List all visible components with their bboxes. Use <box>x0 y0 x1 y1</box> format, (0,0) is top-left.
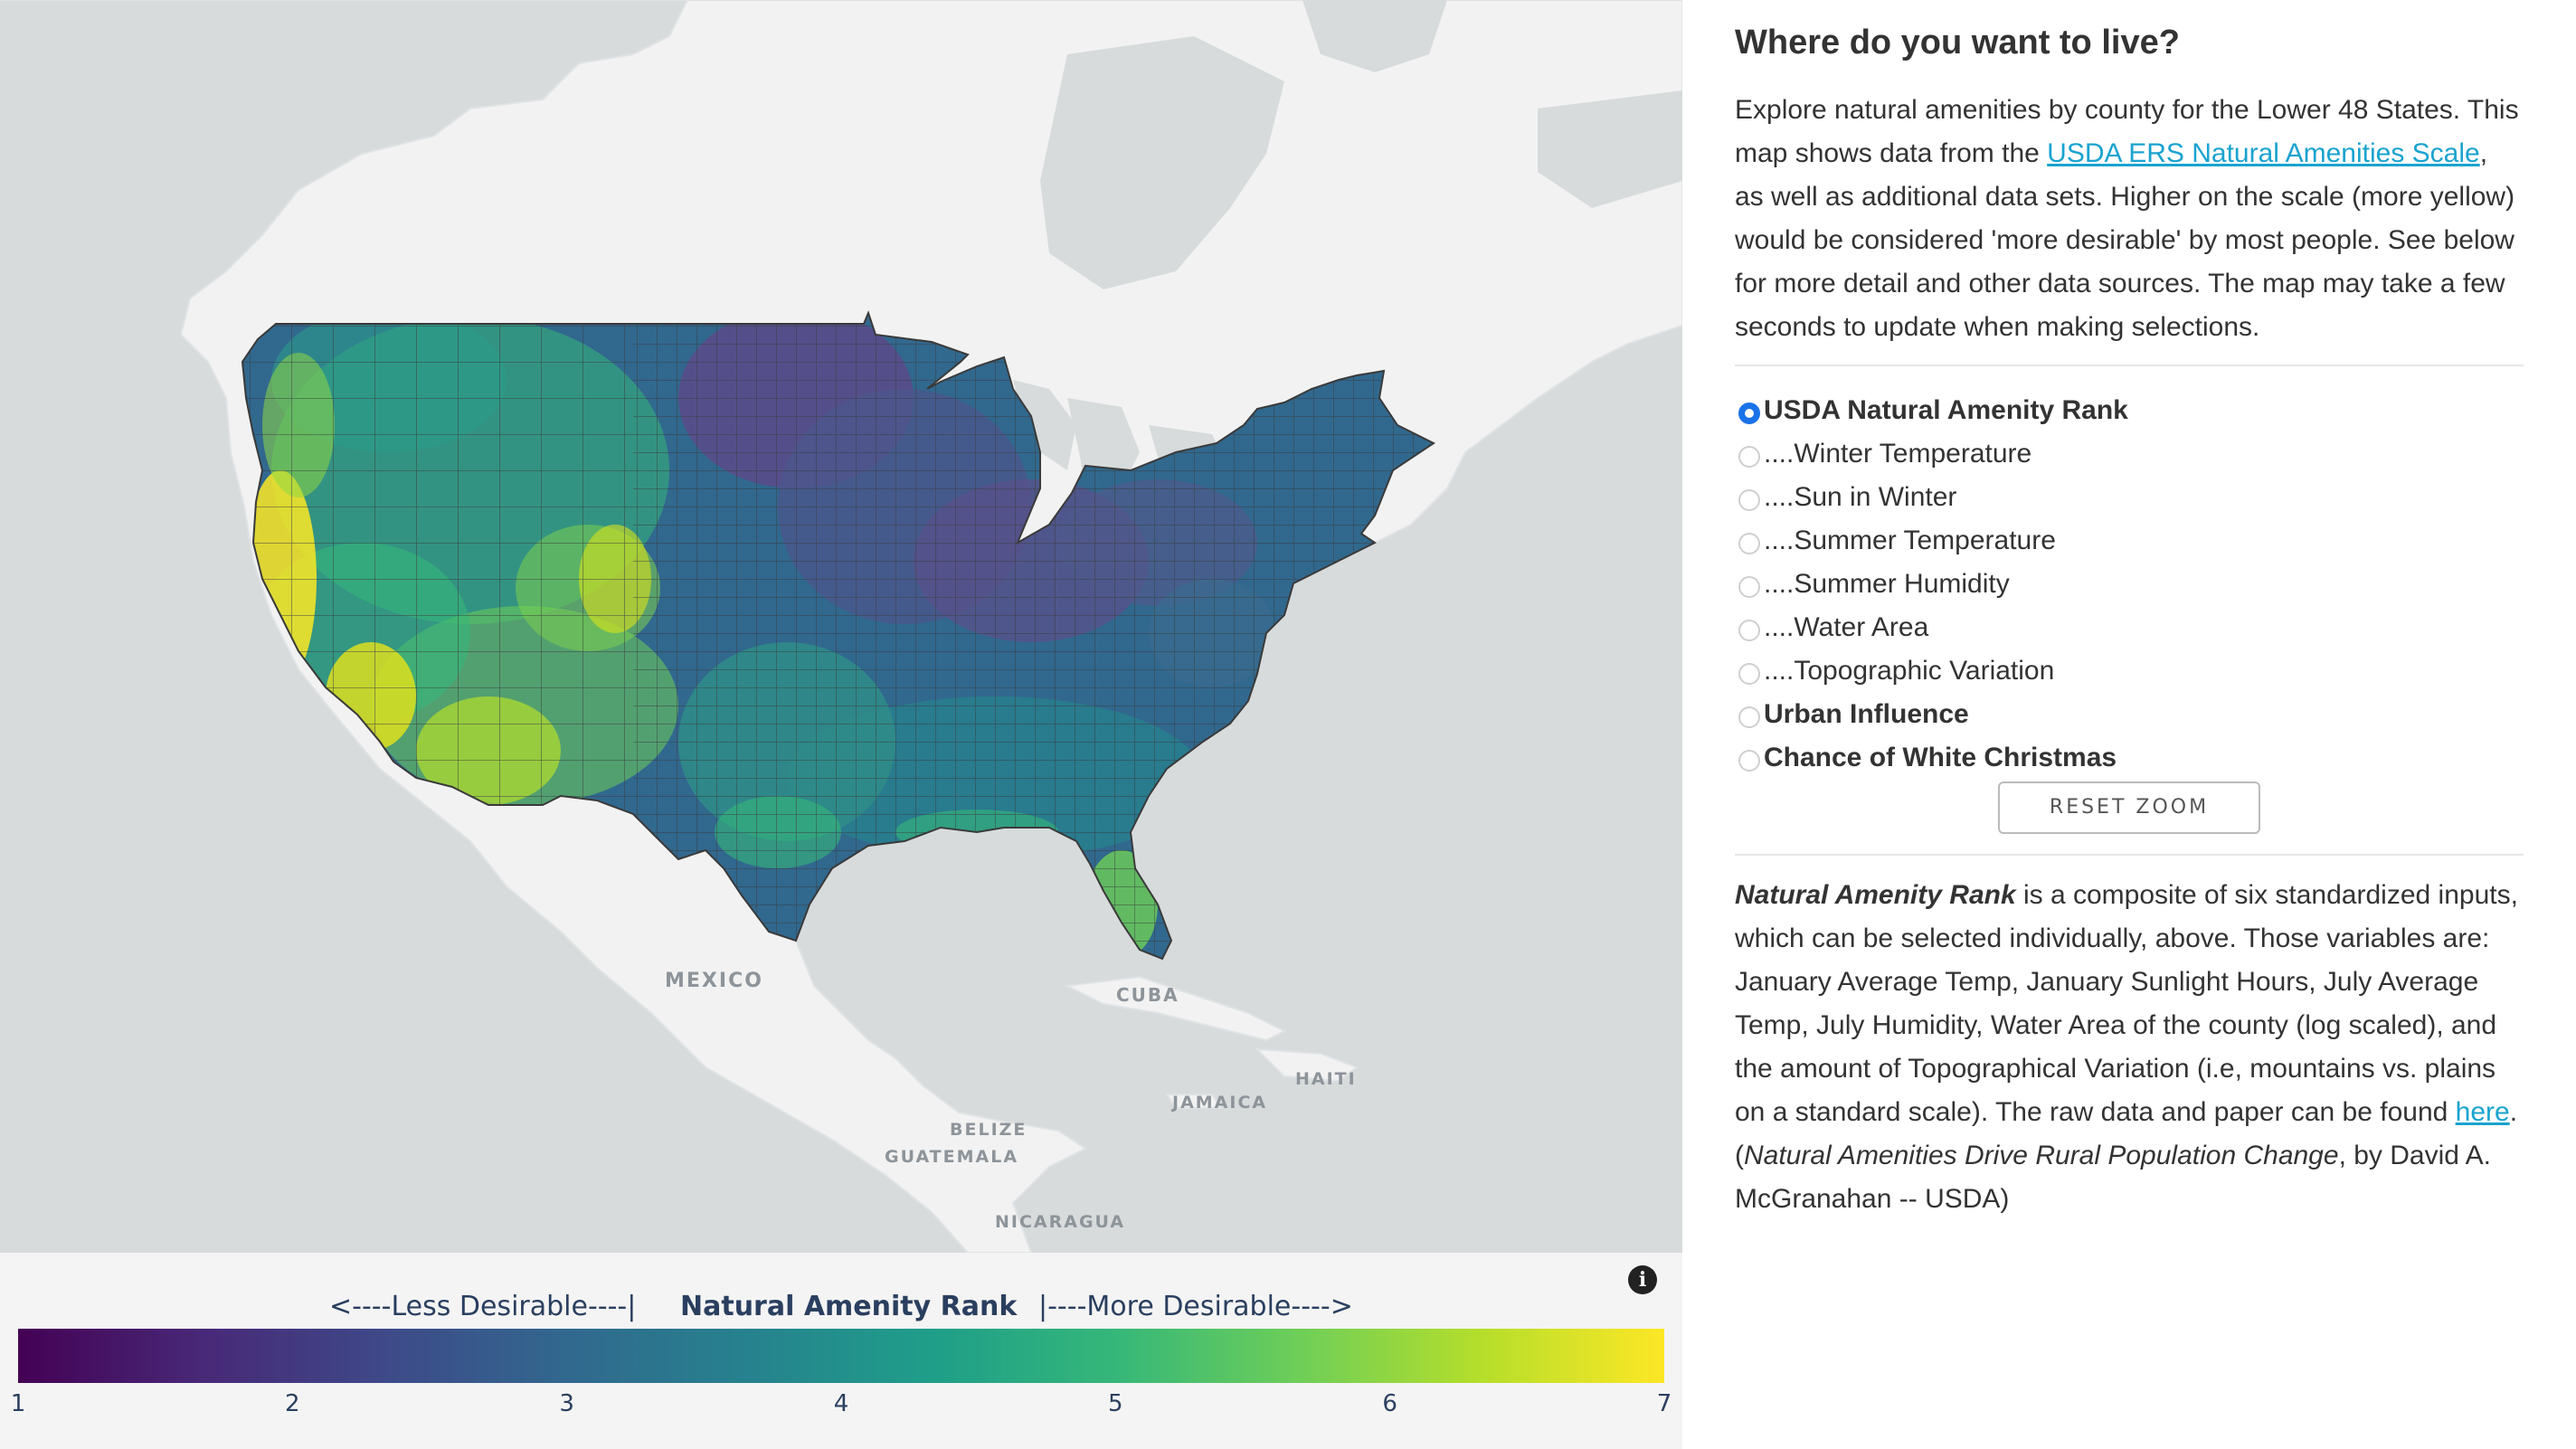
map[interactable]: MEXICO CUBA JAMAICA HAITI BELIZE GUATEMA… <box>0 0 1682 1253</box>
layer-radio-group: USDA Natural Amenity Rank ....Winter Tem… <box>1738 389 2516 780</box>
radio-label: ....Summer Humidity <box>1764 569 2010 599</box>
radio-label: Urban Influence <box>1764 699 1969 729</box>
colorbar-tick-label: 3 <box>559 1390 574 1417</box>
colorbar-tick-label: 6 <box>1382 1390 1397 1417</box>
map-label-haiti: HAITI <box>1295 1069 1357 1089</box>
map-label-cuba: CUBA <box>1116 984 1179 1006</box>
reset-zoom-button[interactable]: RESET ZOOM <box>1998 781 2260 834</box>
radio-button[interactable] <box>1738 489 1760 511</box>
description-text: . ( <box>1735 1097 2518 1170</box>
page-title: Where do you want to live? <box>1735 24 2180 62</box>
description-text: , by David A. McGranahan -- USDA) <box>1735 1141 2491 1214</box>
radio-label: ....Water Area <box>1764 612 1929 642</box>
radio-topographic-variation[interactable]: ....Topographic Variation <box>1738 649 2516 693</box>
radio-urban-influence[interactable]: Urban Influence <box>1738 693 2516 736</box>
choropleth-map[interactable] <box>0 0 1682 1253</box>
radio-usda-natural-amenity-rank[interactable]: USDA Natural Amenity Rank <box>1738 389 2516 432</box>
map-label-mexico: MEXICO <box>665 970 763 992</box>
info-icon[interactable]: i <box>1628 1265 1657 1294</box>
radio-sun-in-winter[interactable]: ....Sun in Winter <box>1738 476 2516 519</box>
legend-less-desirable-label: <----Less Desirable----| <box>329 1291 637 1322</box>
intro-text-before-link: Explore natural amenities by county for … <box>1735 95 2519 168</box>
legend-title: Natural Amenity Rank <box>680 1291 1018 1322</box>
colorbar-gradient <box>18 1329 1664 1383</box>
radio-label: USDA Natural Amenity Rank <box>1764 395 2128 425</box>
radio-label: ....Topographic Variation <box>1764 656 2055 686</box>
colorbar-tick-label: 2 <box>285 1390 300 1417</box>
radio-button[interactable] <box>1738 706 1760 728</box>
description-term: Natural Amenity Rank <box>1735 880 2016 910</box>
radio-label: ....Sun in Winter <box>1764 482 1957 512</box>
radio-water-area[interactable]: ....Water Area <box>1738 606 2516 649</box>
divider <box>1735 854 2524 856</box>
radio-chance-of-white-christmas[interactable]: Chance of White Christmas <box>1738 736 2516 780</box>
colorbar-tick-label: 7 <box>1656 1390 1672 1417</box>
colorbar-tick-label: 1 <box>10 1390 26 1417</box>
legend-more-desirable-label: |----More Desirable----> <box>1038 1291 1353 1322</box>
radio-label: Chance of White Christmas <box>1764 743 2117 772</box>
radio-label: ....Summer Temperature <box>1764 526 2056 555</box>
sidebar: Where do you want to live? Explore natur… <box>1735 0 2524 1449</box>
divider <box>1735 365 2524 366</box>
radio-button[interactable] <box>1738 620 1760 641</box>
radio-summer-temperature[interactable]: ....Summer Temperature <box>1738 519 2516 563</box>
colorbar-tick-label: 5 <box>1108 1390 1123 1417</box>
usda-amenities-link[interactable]: USDA ERS Natural Amenities Scale <box>2047 138 2480 168</box>
raw-data-link[interactable]: here <box>2455 1097 2510 1127</box>
colorbar-legend: i <----Less Desirable----| Natural Ameni… <box>0 1253 1682 1449</box>
radio-button[interactable] <box>1738 663 1760 685</box>
colorbar-tick-label: 4 <box>833 1390 849 1417</box>
description-text: is a composite of six standardized input… <box>1735 880 2518 1127</box>
radio-summer-humidity[interactable]: ....Summer Humidity <box>1738 563 2516 606</box>
paper-title: Natural Amenities Drive Rural Population… <box>1744 1141 2339 1170</box>
description-paragraph: Natural Amenity Rank is a composite of s… <box>1735 874 2524 1221</box>
intro-paragraph: Explore natural amenities by county for … <box>1735 89 2524 349</box>
radio-button[interactable] <box>1738 750 1760 772</box>
county-choropleth[interactable] <box>235 308 1447 977</box>
intro-text-after-link: , as well as additional data sets. Highe… <box>1735 138 2515 342</box>
map-label-guatemala: GUATEMALA <box>885 1147 1019 1167</box>
radio-button[interactable] <box>1738 576 1760 598</box>
map-label-jamaica: JAMAICA <box>1172 1093 1268 1113</box>
map-label-nicaragua: NICARAGUA <box>995 1212 1126 1232</box>
radio-winter-temperature[interactable]: ....Winter Temperature <box>1738 432 2516 476</box>
radio-label: ....Winter Temperature <box>1764 439 2032 469</box>
radio-button[interactable] <box>1738 402 1760 424</box>
radio-button[interactable] <box>1738 446 1760 468</box>
radio-button[interactable] <box>1738 533 1760 554</box>
map-label-belize: BELIZE <box>950 1120 1028 1140</box>
